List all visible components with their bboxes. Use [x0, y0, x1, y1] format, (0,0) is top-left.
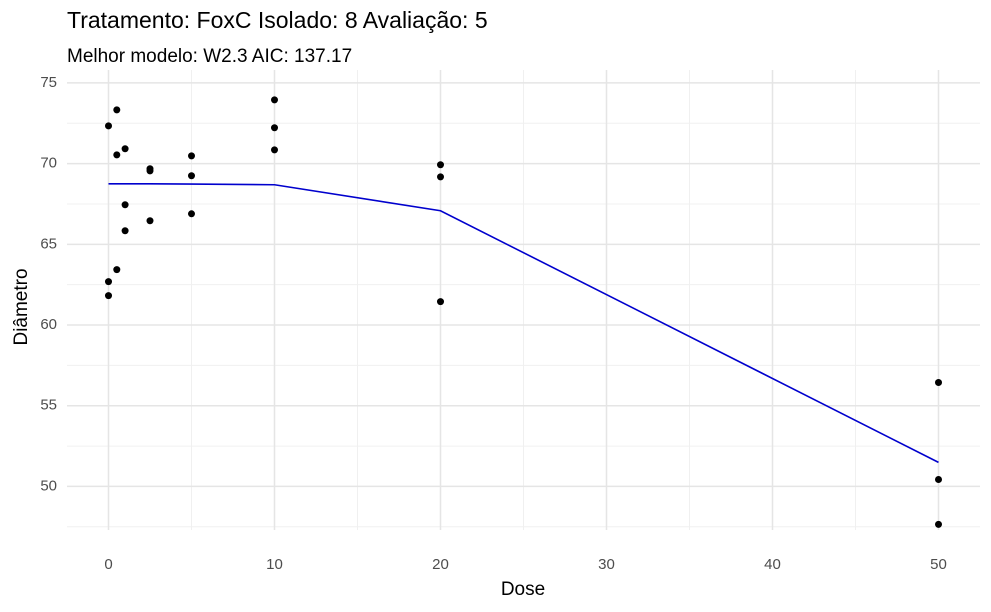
point [121, 145, 129, 153]
point [113, 266, 121, 274]
x-tick-label: 40 [764, 556, 781, 573]
x-tick-label: 50 [930, 556, 947, 573]
y-tick-label: 65 [40, 235, 57, 252]
point [271, 146, 278, 154]
point [105, 278, 112, 286]
point [437, 298, 444, 306]
x-tick-label: 10 [266, 556, 283, 573]
x-axis-title: Dose [501, 579, 545, 600]
x-tick-label: 20 [432, 556, 449, 573]
point [437, 161, 444, 169]
y-tick-label: 55 [40, 397, 57, 414]
chart-subtitle: Melhor modelo: W2.3 AIC: 137.17 [67, 46, 352, 67]
y-tick-label: 50 [40, 477, 57, 494]
y-axis-title: Diâmetro [11, 268, 32, 345]
point [113, 151, 121, 159]
point [146, 167, 154, 175]
point [935, 475, 942, 483]
y-tick-label: 70 [40, 155, 57, 172]
fit-line [108, 182, 939, 464]
y-tick-label: 75 [40, 74, 57, 91]
x-tick-label: 0 [104, 556, 112, 573]
point [935, 378, 942, 386]
point [935, 520, 942, 528]
point [105, 292, 112, 300]
point [121, 201, 129, 209]
y-tick-label: 60 [40, 316, 57, 333]
point [271, 96, 278, 104]
point [188, 172, 195, 180]
point [437, 173, 444, 181]
point [188, 210, 195, 218]
chart-title: Tratamento: FoxC Isolado: 8 Avaliação: 5 [67, 7, 488, 33]
point [188, 152, 195, 160]
point [105, 122, 112, 130]
point [113, 106, 121, 114]
point [146, 217, 154, 225]
x-tick-label: 30 [598, 556, 615, 573]
point [121, 227, 129, 235]
point [271, 124, 278, 132]
